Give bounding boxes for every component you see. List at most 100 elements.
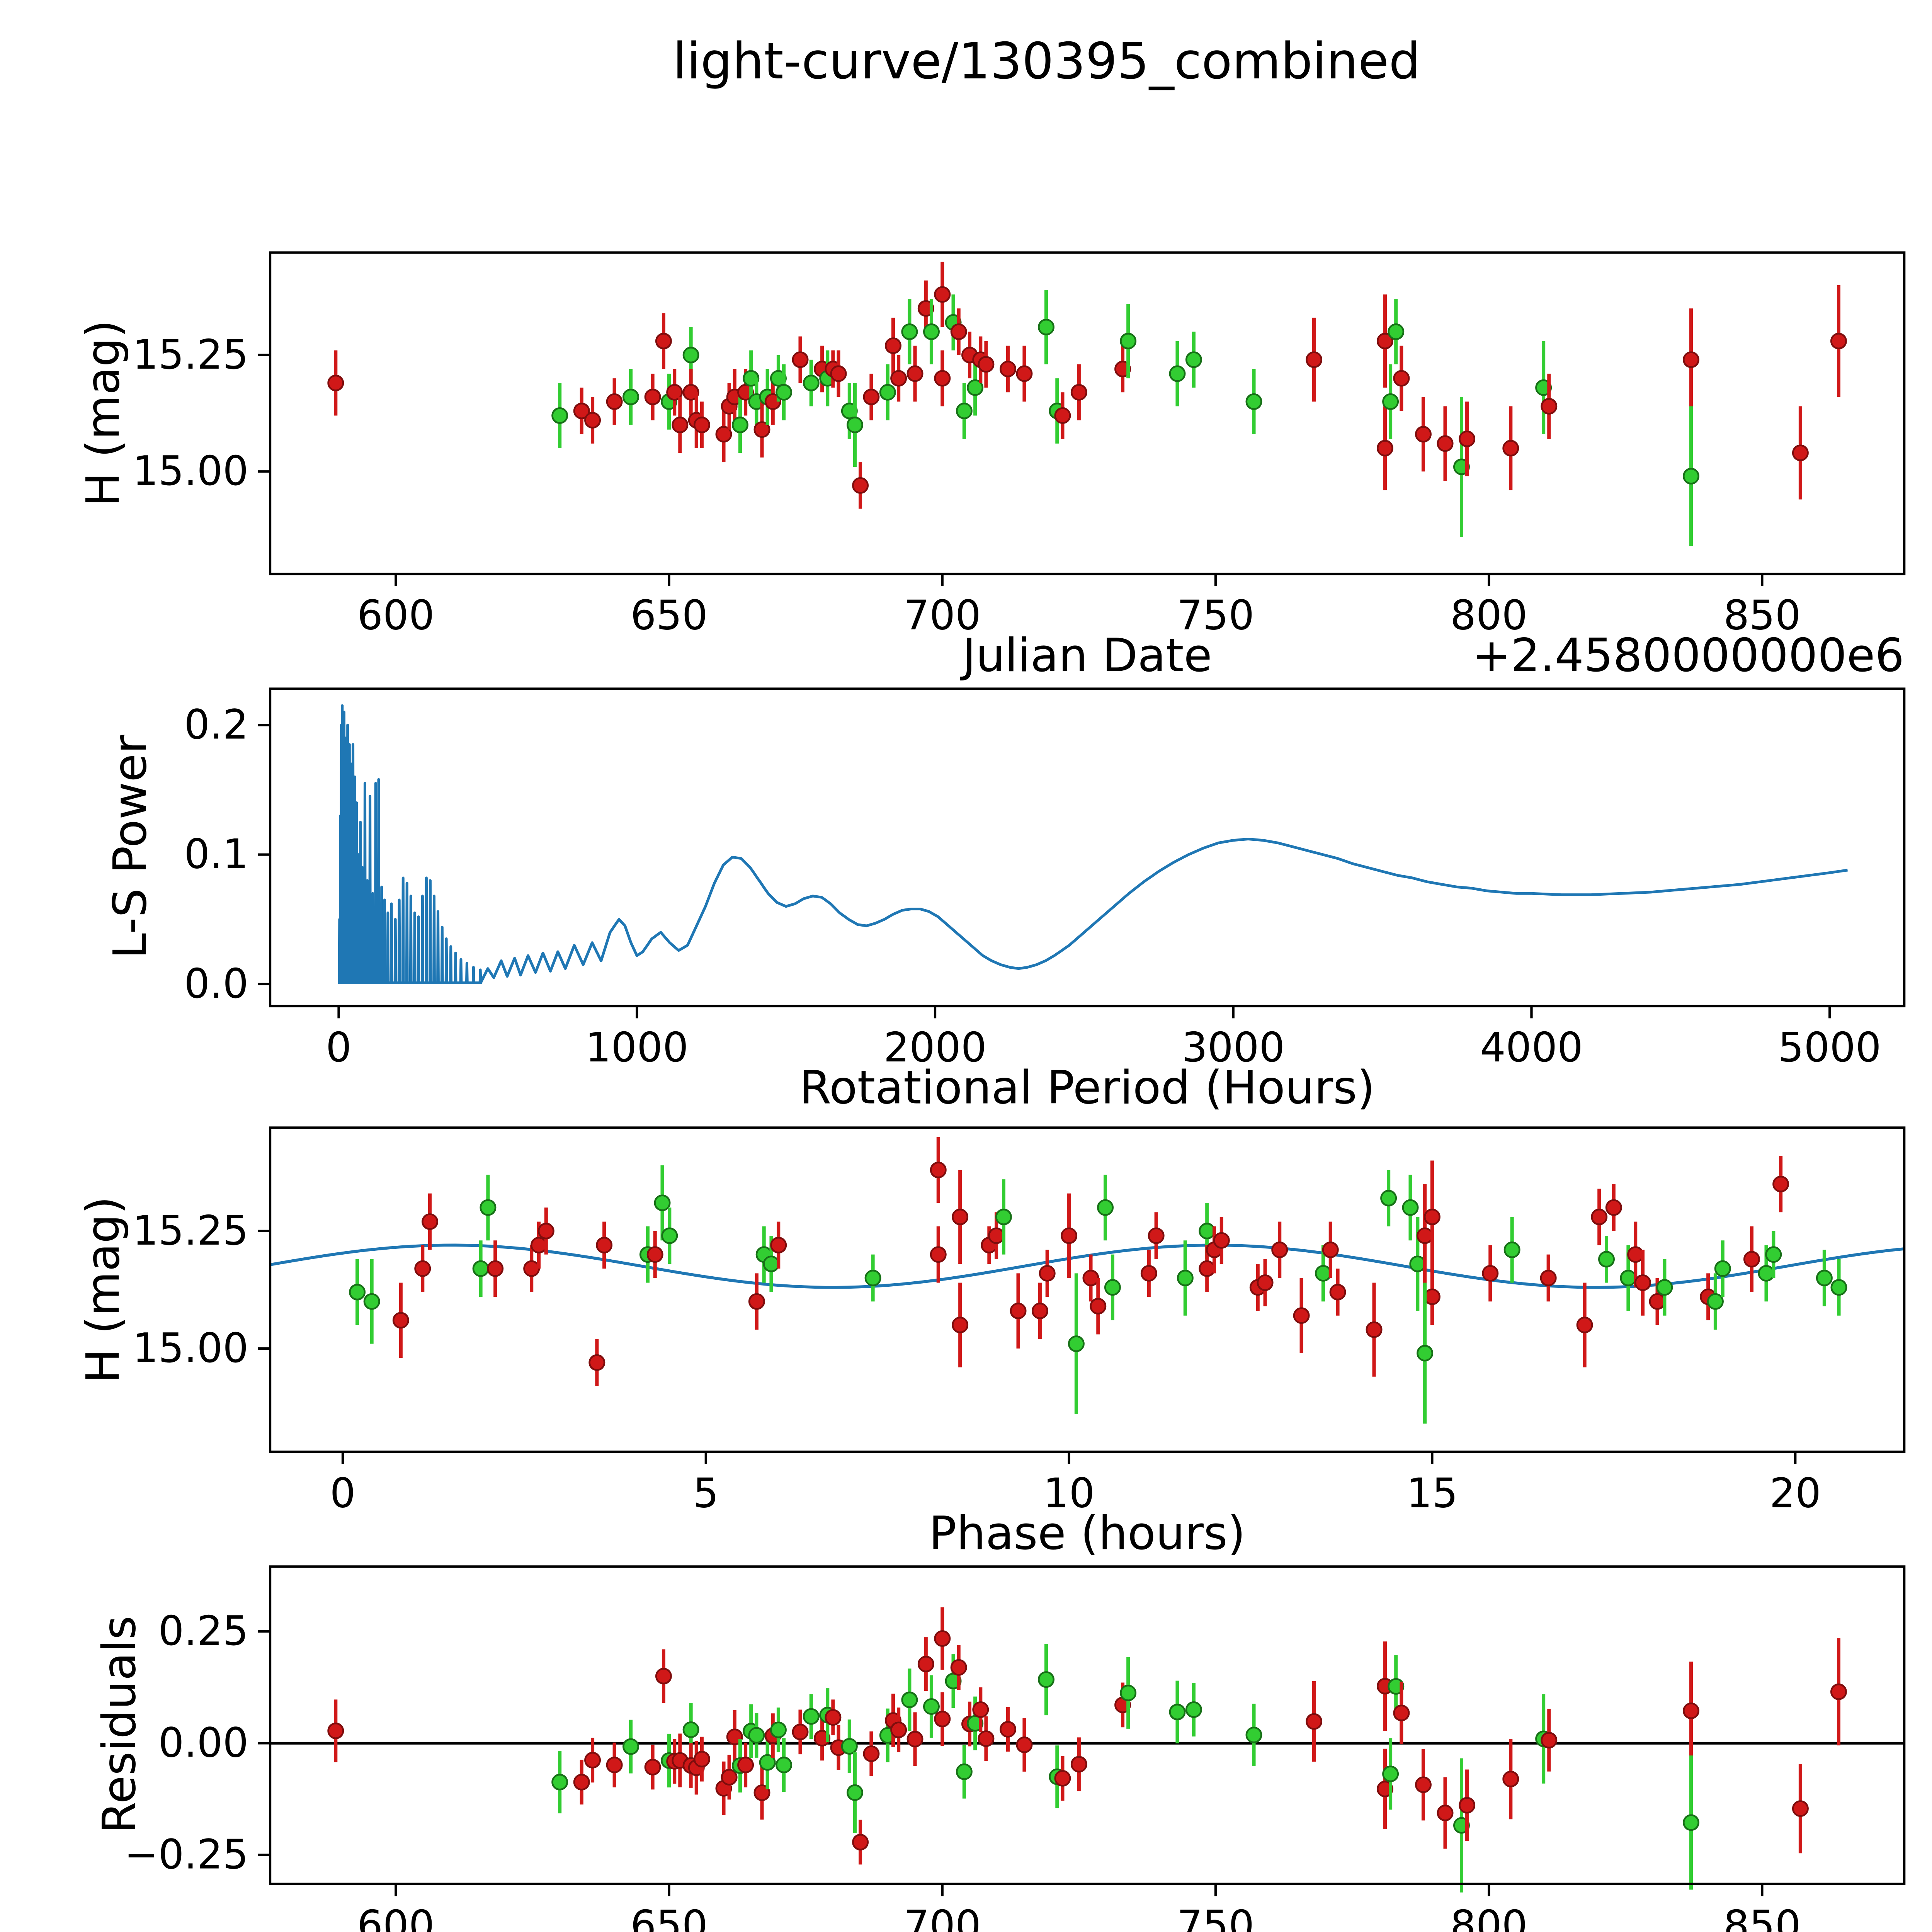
data-point-marker	[327, 374, 344, 391]
data-point-marker	[655, 333, 672, 350]
data-point-marker	[1683, 1814, 1700, 1831]
data-point-marker	[1185, 1701, 1202, 1718]
plots-container: 600 650 700 750 800 850 15.00 15.25 0 1000 2000 300…	[124, 251, 1906, 1932]
data-point-marker	[1409, 1255, 1426, 1272]
x-tick-label: 1000	[585, 1024, 689, 1071]
axes-frame	[269, 687, 1906, 1008]
x-tick-label: 2000	[884, 1024, 987, 1071]
x-tick-label: 3000	[1182, 1024, 1285, 1071]
data-point-marker	[606, 393, 623, 410]
data-point-marker	[934, 370, 951, 387]
data-point-marker	[1199, 1260, 1216, 1277]
axes-frame	[269, 1565, 1906, 1885]
data-point-marker	[1502, 1770, 1519, 1787]
data-point-marker	[1120, 333, 1137, 350]
data-point-marker	[1306, 1713, 1323, 1730]
data-point-marker	[530, 1236, 547, 1253]
x-tick-label: 600	[357, 1902, 434, 1932]
subplot-h-vs-julian-date: 600 650 700 750 800 850 15.00 15.25	[133, 251, 1906, 639]
data-point-marker	[1541, 1732, 1558, 1749]
data-point-marker	[988, 1227, 1005, 1244]
data-point-marker	[770, 1721, 787, 1738]
data-point-marker	[1459, 430, 1476, 447]
data-point-marker	[1417, 1345, 1434, 1362]
data-point-marker	[1213, 1232, 1230, 1249]
data-point-marker	[327, 1722, 344, 1739]
data-point-marker	[930, 1246, 947, 1263]
x-tick-label: 700	[904, 592, 981, 639]
data-point-marker	[1082, 1269, 1099, 1286]
data-point-marker	[1177, 1269, 1194, 1286]
data-point-marker	[753, 421, 770, 438]
data-point-marker	[950, 323, 967, 340]
data-point-marker	[748, 1727, 765, 1744]
data-point-marker	[776, 1757, 793, 1774]
data-point-marker	[978, 1730, 995, 1747]
data-point-marker	[1016, 1736, 1033, 1753]
data-point-marker	[1061, 1227, 1078, 1244]
data-point-marker	[392, 1312, 409, 1329]
figure-title: light-curve/130395_combined	[673, 32, 1420, 90]
data-point-marker	[1415, 1776, 1432, 1793]
data-point-marker	[1031, 1303, 1048, 1320]
data-point-marker	[644, 388, 661, 405]
data-point-marker	[1097, 1199, 1114, 1216]
data-point-marker	[1315, 1265, 1332, 1282]
data-point-marker	[852, 1833, 869, 1850]
plot4-ylabel: Residuals	[93, 1616, 146, 1833]
data-point-marker	[1068, 1335, 1085, 1352]
data-point-marker	[1393, 1704, 1410, 1721]
data-point-marker	[523, 1260, 540, 1277]
data-point-marker	[480, 1199, 497, 1216]
data-point-marker	[1293, 1307, 1310, 1324]
y-tick-label: 15.00	[133, 447, 248, 495]
plot1-axis-offset-label: +2.4580000000e6	[1472, 629, 1904, 682]
data-point-marker	[952, 1208, 969, 1225]
data-point-marker	[472, 1260, 489, 1277]
plot1-ylabel: H (mag)	[77, 320, 130, 507]
data-point-marker	[414, 1260, 431, 1277]
data-point-marker	[731, 417, 748, 434]
data-point-marker	[573, 402, 590, 419]
y-tick-label: 15.00	[133, 1325, 248, 1372]
data-point-marker	[1039, 1265, 1056, 1282]
data-point-marker	[588, 1354, 605, 1371]
data-point-marker	[1502, 440, 1519, 457]
data-point-marker	[906, 1731, 923, 1748]
data-point-marker	[1830, 333, 1847, 350]
data-point-marker	[1423, 1288, 1440, 1305]
data-point-marker	[1605, 1199, 1622, 1216]
data-point-marker	[1591, 1208, 1608, 1225]
data-point-marker	[584, 412, 601, 429]
data-point-marker	[584, 1752, 601, 1769]
data-point-marker	[901, 1691, 918, 1708]
data-point-marker	[1148, 1227, 1165, 1244]
data-point-marker	[1402, 1199, 1419, 1216]
data-point-marker	[349, 1284, 366, 1301]
data-point-marker	[1772, 1175, 1789, 1192]
x-tick-label: 800	[1450, 1902, 1527, 1932]
x-tick-label: 5000	[1778, 1024, 1881, 1071]
data-point-marker	[770, 1236, 787, 1253]
data-point-marker	[923, 1698, 940, 1715]
data-point-marker	[1482, 1265, 1499, 1282]
data-point-marker	[682, 347, 699, 364]
data-point-marker	[622, 388, 639, 405]
data-point-marker	[1459, 1797, 1476, 1814]
data-point-marker	[1380, 1190, 1397, 1207]
data-point-marker	[646, 1246, 663, 1263]
data-point-marker	[654, 1194, 671, 1211]
data-point-marker	[363, 1293, 380, 1310]
data-point-marker	[1540, 1269, 1557, 1286]
data-point-marker	[1257, 1274, 1274, 1291]
data-point-marker	[863, 388, 880, 405]
data-point-marker	[846, 417, 863, 434]
data-point-marker	[956, 1763, 973, 1780]
data-point-marker	[930, 1162, 947, 1179]
data-point-marker	[1199, 1223, 1216, 1240]
data-point-marker	[1104, 1279, 1121, 1296]
data-point-marker	[846, 1784, 863, 1801]
data-point-marker	[606, 1757, 623, 1774]
y-tick-label: 15.25	[133, 1207, 248, 1254]
